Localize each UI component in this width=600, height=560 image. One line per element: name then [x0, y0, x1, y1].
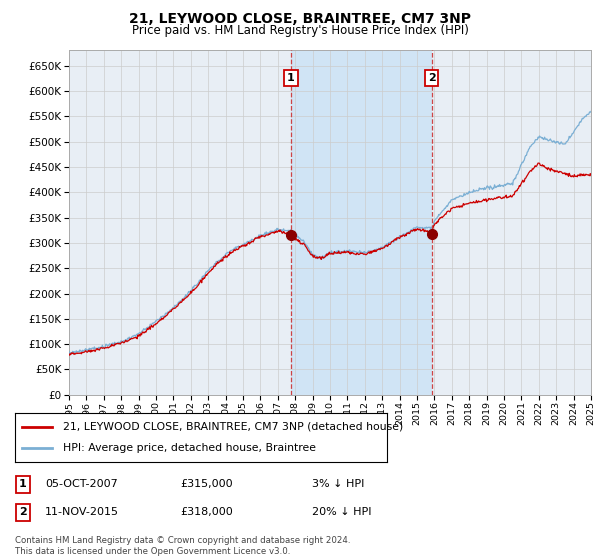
Text: 2: 2	[19, 507, 26, 517]
Text: 21, LEYWOOD CLOSE, BRAINTREE, CM7 3NP (detached house): 21, LEYWOOD CLOSE, BRAINTREE, CM7 3NP (d…	[64, 422, 404, 432]
Text: Contains HM Land Registry data © Crown copyright and database right 2024.
This d: Contains HM Land Registry data © Crown c…	[15, 536, 350, 556]
Text: 05-OCT-2007: 05-OCT-2007	[45, 479, 118, 489]
Text: 3% ↓ HPI: 3% ↓ HPI	[312, 479, 364, 489]
Bar	[291, 50, 432, 395]
Text: 2: 2	[428, 73, 436, 83]
Text: 20% ↓ HPI: 20% ↓ HPI	[312, 507, 371, 517]
Text: 21, LEYWOOD CLOSE, BRAINTREE, CM7 3NP: 21, LEYWOOD CLOSE, BRAINTREE, CM7 3NP	[129, 12, 471, 26]
Text: Price paid vs. HM Land Registry's House Price Index (HPI): Price paid vs. HM Land Registry's House …	[131, 24, 469, 36]
Text: 11-NOV-2015: 11-NOV-2015	[45, 507, 119, 517]
Text: HPI: Average price, detached house, Braintree: HPI: Average price, detached house, Brai…	[64, 443, 316, 453]
Text: £318,000: £318,000	[180, 507, 233, 517]
Text: £315,000: £315,000	[180, 479, 233, 489]
Text: 1: 1	[19, 479, 26, 489]
Text: 1: 1	[287, 73, 295, 83]
